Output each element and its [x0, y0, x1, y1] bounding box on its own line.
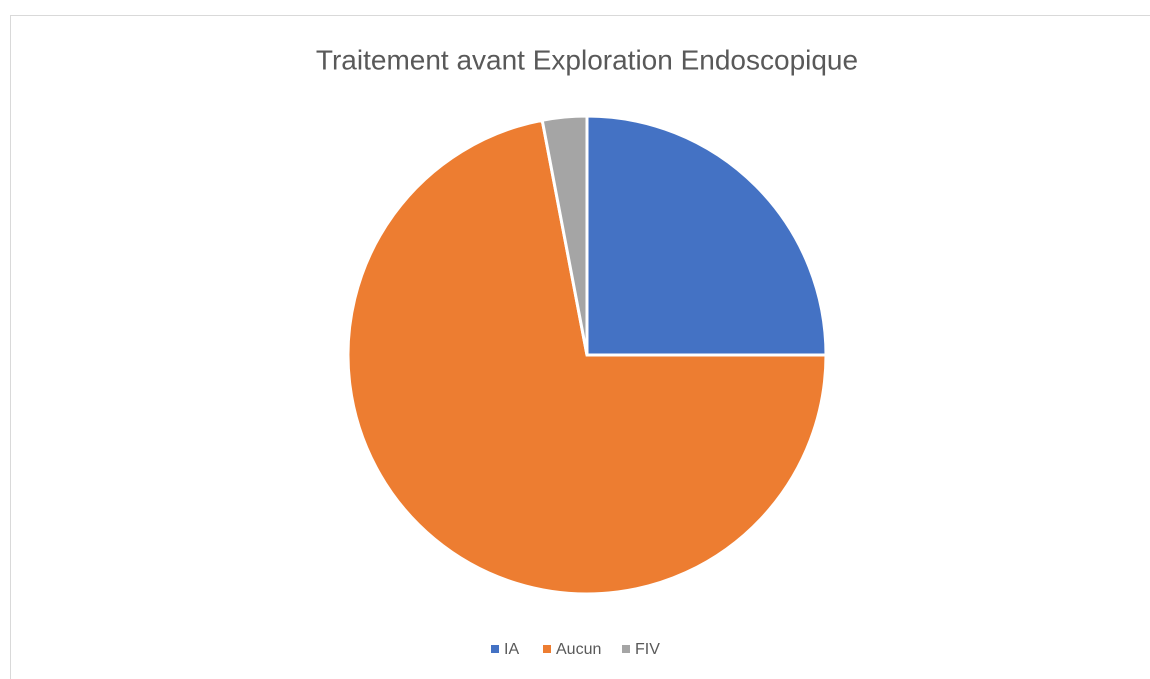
legend-swatch	[622, 645, 630, 653]
chart-title: Traitement avant Exploration Endoscopiqu…	[316, 44, 858, 75]
legend-label: FIV	[635, 641, 660, 658]
legend-swatch	[543, 645, 551, 653]
pie-slice	[346, 118, 828, 596]
legend-label: IA	[504, 641, 519, 658]
pie-slice	[540, 114, 589, 356]
legend-swatch	[491, 645, 499, 653]
pie-slice	[585, 114, 828, 357]
legend-label: Aucun	[556, 641, 601, 658]
